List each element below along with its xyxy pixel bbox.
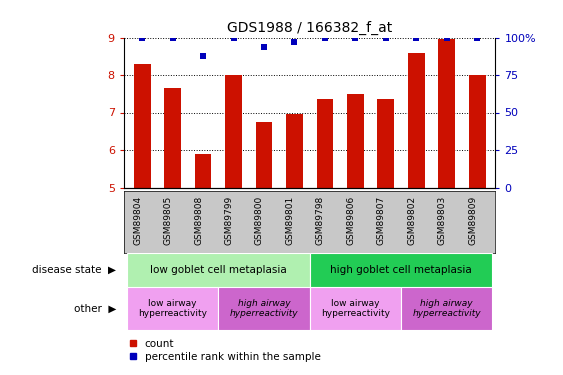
Bar xyxy=(469,75,485,188)
Point xyxy=(229,34,238,40)
Bar xyxy=(439,39,455,188)
Point xyxy=(320,34,329,40)
Text: GSM89799: GSM89799 xyxy=(225,196,234,246)
Bar xyxy=(225,75,242,188)
Legend: count, percentile rank within the sample: count, percentile rank within the sample xyxy=(129,339,320,362)
Bar xyxy=(164,88,181,188)
Point xyxy=(473,34,482,40)
Title: GDS1988 / 166382_f_at: GDS1988 / 166382_f_at xyxy=(227,21,392,35)
Text: high airway
hyperreactivity: high airway hyperreactivity xyxy=(412,299,481,318)
Point xyxy=(137,34,146,40)
Point xyxy=(351,34,360,40)
Bar xyxy=(218,287,310,330)
Text: GSM89808: GSM89808 xyxy=(194,196,203,246)
Point xyxy=(260,44,269,50)
Text: low airway
hyperreactivity: low airway hyperreactivity xyxy=(138,299,207,318)
Text: GSM89809: GSM89809 xyxy=(468,196,477,246)
Text: other  ▶: other ▶ xyxy=(74,303,117,313)
Bar xyxy=(377,99,394,188)
Text: GSM89798: GSM89798 xyxy=(316,196,325,246)
Text: GSM89805: GSM89805 xyxy=(164,196,173,246)
Point xyxy=(442,34,451,40)
Bar xyxy=(286,114,303,188)
Text: GSM89803: GSM89803 xyxy=(437,196,446,246)
Text: high airway
hyperreactivity: high airway hyperreactivity xyxy=(230,299,298,318)
Text: low airway
hyperreactivity: low airway hyperreactivity xyxy=(321,299,390,318)
Bar xyxy=(316,99,333,188)
Bar xyxy=(310,253,493,287)
Bar xyxy=(347,94,364,188)
Bar xyxy=(408,53,425,188)
Text: GSM89806: GSM89806 xyxy=(346,196,355,246)
Text: GSM89801: GSM89801 xyxy=(285,196,294,246)
Text: high goblet cell metaplasia: high goblet cell metaplasia xyxy=(330,265,472,275)
Bar xyxy=(401,287,493,330)
Text: GSM89804: GSM89804 xyxy=(133,196,142,245)
Point xyxy=(199,53,208,58)
Bar xyxy=(310,287,401,330)
Text: GSM89807: GSM89807 xyxy=(377,196,386,246)
Point xyxy=(381,34,390,40)
Point xyxy=(168,34,177,40)
Text: disease state  ▶: disease state ▶ xyxy=(33,265,117,275)
Point xyxy=(412,34,421,40)
Bar xyxy=(127,287,218,330)
Text: GSM89800: GSM89800 xyxy=(255,196,264,246)
Text: GSM89802: GSM89802 xyxy=(407,196,416,245)
Bar xyxy=(195,154,212,188)
Text: low goblet cell metaplasia: low goblet cell metaplasia xyxy=(150,265,287,275)
Bar xyxy=(256,122,272,188)
Point xyxy=(290,39,299,45)
Bar xyxy=(134,64,150,188)
Bar xyxy=(127,253,310,287)
